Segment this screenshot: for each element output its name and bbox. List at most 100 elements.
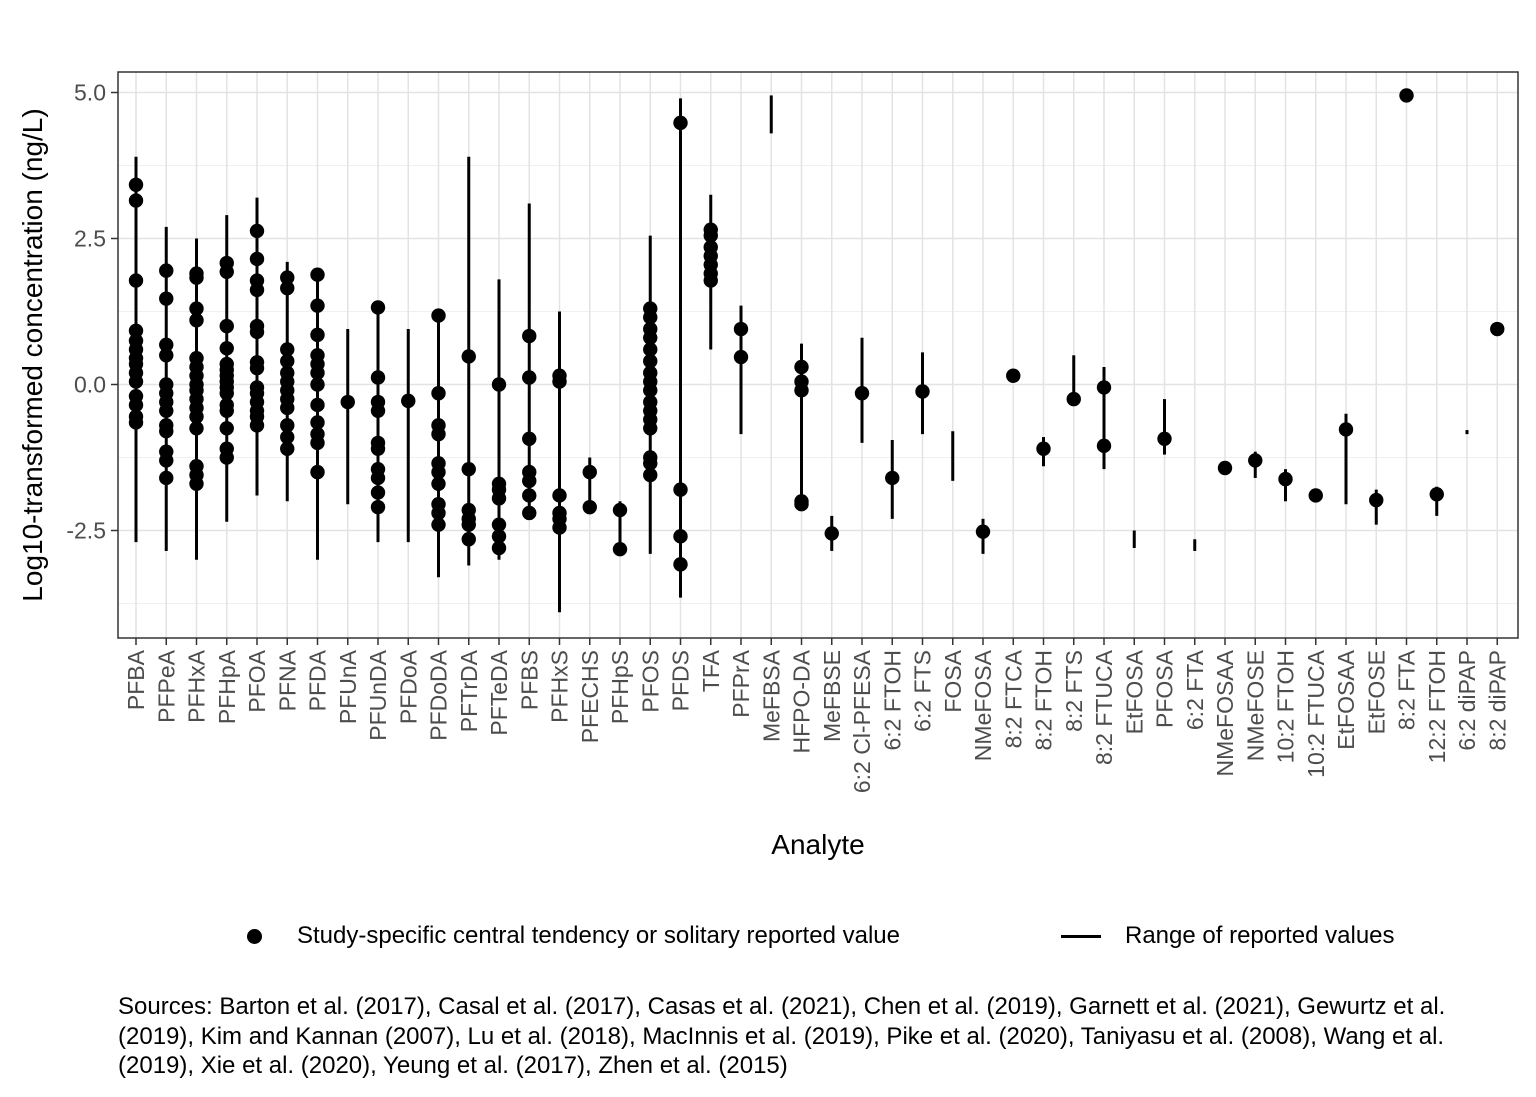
data-point bbox=[1338, 422, 1354, 437]
data-point bbox=[431, 505, 446, 521]
data-point bbox=[673, 115, 688, 131]
plot-border bbox=[117, 71, 1519, 639]
data-point bbox=[310, 267, 325, 282]
x-tick-label: PFOA bbox=[244, 649, 270, 712]
data-point bbox=[128, 193, 144, 208]
data-point bbox=[582, 499, 597, 515]
x-tick-label: PFOS bbox=[637, 650, 663, 713]
data-point bbox=[401, 393, 416, 409]
data-point bbox=[491, 540, 507, 556]
data-point bbox=[280, 270, 295, 285]
x-tick-label: EtFOSAA bbox=[1333, 649, 1359, 749]
data-point bbox=[310, 327, 325, 343]
data-point bbox=[975, 524, 991, 539]
data-point bbox=[491, 377, 507, 392]
data-point bbox=[491, 517, 507, 532]
plot-background bbox=[118, 72, 1518, 638]
x-tick-label: MeFBSA bbox=[758, 649, 784, 742]
data-point bbox=[128, 273, 144, 288]
data-point bbox=[1429, 487, 1444, 502]
x-tick-label: PFDoA bbox=[395, 649, 421, 724]
data-point bbox=[219, 264, 234, 279]
data-point bbox=[219, 421, 234, 436]
x-tick-label: EtFOSA bbox=[1121, 649, 1147, 734]
data-point bbox=[522, 370, 537, 385]
data-point bbox=[522, 488, 537, 503]
x-tick-label: PFHxA bbox=[184, 649, 210, 723]
data-point bbox=[310, 377, 325, 392]
data-point bbox=[280, 429, 295, 445]
data-point bbox=[370, 441, 386, 456]
y-tick-label: 0.0 bbox=[74, 372, 106, 398]
data-point bbox=[703, 228, 718, 243]
data-point bbox=[673, 529, 688, 544]
data-point bbox=[370, 403, 386, 418]
x-tick-label: 6:2 diPAP bbox=[1454, 650, 1480, 751]
y-tick-label: 5.0 bbox=[74, 80, 106, 106]
data-point bbox=[189, 476, 204, 491]
sources-note: Sources: Barton et al. (2017), Casal et … bbox=[118, 993, 1446, 1079]
data-point bbox=[249, 360, 265, 376]
data-point bbox=[673, 557, 688, 572]
y-axis-title: Log10-transformed concentration (ng/L) bbox=[17, 108, 48, 601]
legend-point-symbol bbox=[247, 928, 262, 944]
data-point bbox=[431, 308, 446, 323]
data-point bbox=[643, 421, 658, 436]
data-point bbox=[824, 526, 839, 541]
x-tick-label: PFDoDA bbox=[426, 649, 452, 740]
data-point bbox=[249, 251, 265, 267]
data-point bbox=[159, 424, 174, 439]
data-point bbox=[340, 394, 355, 410]
data-point bbox=[159, 263, 174, 278]
x-tick-label: HFPO-DA bbox=[789, 649, 815, 753]
data-point bbox=[643, 342, 658, 357]
data-point bbox=[310, 298, 325, 313]
x-tick-label: 6:2 Cl-PFESA bbox=[849, 649, 875, 793]
x-axis-title: Analyte bbox=[771, 829, 864, 860]
data-point bbox=[552, 374, 567, 389]
data-point bbox=[189, 301, 204, 316]
data-point bbox=[159, 337, 174, 352]
data-point bbox=[1096, 380, 1112, 395]
x-tick-label: NMeFOSA bbox=[970, 649, 996, 761]
data-point bbox=[643, 456, 658, 471]
x-tick-label: PFTrDA bbox=[456, 649, 482, 732]
x-tick-label: 6:2 FTS bbox=[910, 650, 936, 732]
data-point bbox=[1036, 441, 1051, 456]
data-point bbox=[128, 415, 144, 430]
x-tick-label: PFNA bbox=[274, 649, 300, 711]
x-tick-label: PFUnDA bbox=[365, 649, 391, 740]
data-point bbox=[612, 541, 628, 557]
y-tick-label: 2.5 bbox=[74, 226, 106, 252]
data-point bbox=[249, 223, 265, 239]
data-point bbox=[370, 470, 386, 486]
data-point bbox=[189, 313, 204, 328]
x-tick-label: NMeFOSE bbox=[1242, 650, 1268, 761]
data-point bbox=[733, 321, 749, 337]
data-point bbox=[1217, 460, 1233, 476]
data-point bbox=[612, 502, 628, 518]
data-point bbox=[794, 359, 809, 375]
legend-point-label: Study-specific central tendency or solit… bbox=[297, 922, 900, 949]
data-point bbox=[1096, 438, 1112, 454]
legend-line-symbol bbox=[1061, 934, 1101, 938]
chart: 5.0 2.5 0.0 -2.5 PFBA PFPeA PFHxA PFHpA PFOA PFN… bbox=[17, 71, 1519, 860]
data-point bbox=[1399, 88, 1414, 103]
x-tick-label: PFBA bbox=[123, 649, 149, 710]
data-point bbox=[128, 177, 144, 192]
data-point bbox=[280, 353, 295, 369]
data-point bbox=[159, 403, 174, 418]
data-point bbox=[189, 270, 204, 285]
data-point bbox=[522, 431, 537, 447]
x-tick-label: 8:2 diPAP bbox=[1484, 650, 1510, 751]
data-point bbox=[128, 323, 144, 338]
data-points bbox=[128, 88, 1505, 572]
x-tick-label: PFPrA bbox=[728, 649, 754, 717]
data-point bbox=[370, 300, 386, 315]
y-axis-ticks: 5.0 2.5 0.0 -2.5 bbox=[66, 80, 118, 544]
data-point bbox=[310, 464, 325, 480]
x-axis-ticks: PFBA PFPeA PFHxA PFHpA PFOA PFNA PFDA PFUnA PFUn… bbox=[123, 638, 1510, 793]
x-tick-label: 10:2 FTOH bbox=[1273, 650, 1299, 763]
data-point bbox=[219, 341, 234, 356]
data-point bbox=[643, 467, 658, 483]
